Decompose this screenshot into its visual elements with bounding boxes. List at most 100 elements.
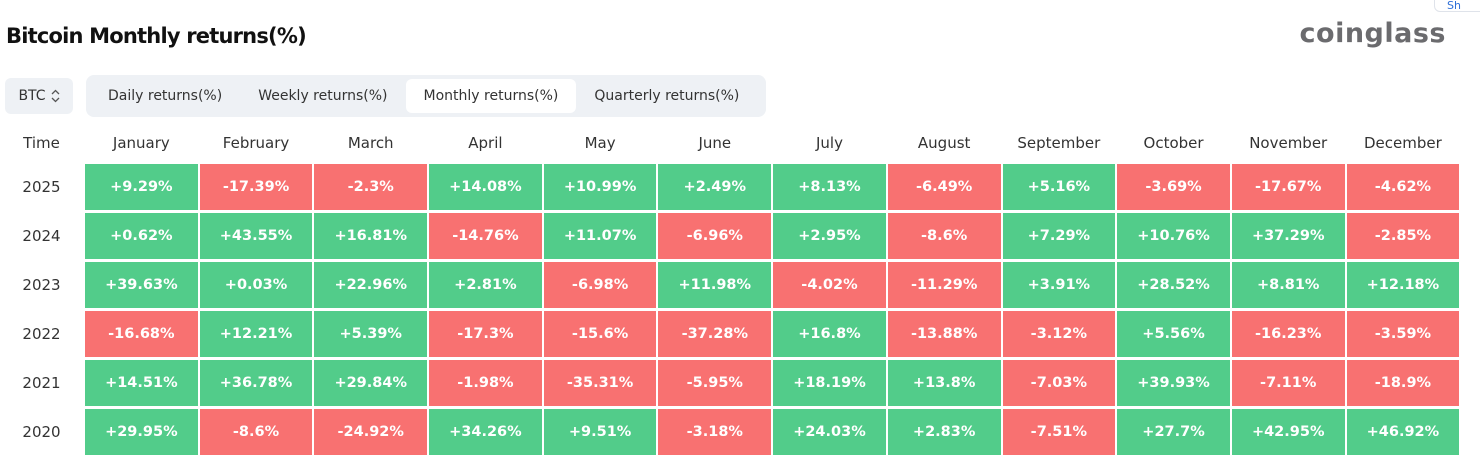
return-cell: -1.98% [429,360,542,406]
row-year: 2024 [22,227,61,245]
return-cell: +29.84% [314,360,428,406]
return-cell: +8.81% [1231,262,1345,308]
chevron-up-down-icon [51,89,60,103]
return-cell: +2.95% [773,213,886,259]
return-cell: -3.59% [1346,311,1460,357]
return-cell: -8.6% [199,409,313,455]
return-cell: +12.18% [1346,262,1460,308]
return-cell: +28.52% [1117,262,1230,308]
row-year: 2023 [22,276,61,294]
return-cell: +27.7% [1117,409,1230,455]
return-cell: +39.93% [1117,360,1230,406]
return-cell: -6.96% [658,213,772,259]
column-header: June [698,133,732,152]
return-cell: +0.62% [85,213,198,259]
return-cell: -4.02% [773,262,886,308]
return-cell: +12.21% [199,311,313,357]
return-cell: -24.92% [314,409,428,455]
column-header: January [112,133,170,152]
return-cell: +18.19% [773,360,886,406]
column-header: December [1364,133,1442,152]
column-header: November [1249,133,1328,152]
return-cell: -6.49% [887,164,1001,210]
return-cell: +29.95% [85,409,198,455]
coin-select-value: BTC [18,88,46,104]
return-cell: +24.03% [773,409,886,455]
return-cell: +16.81% [314,213,428,259]
return-cell: +14.51% [85,360,198,406]
return-cell: -4.62% [1346,164,1460,210]
row-year: 2022 [22,325,61,343]
return-cell: +14.08% [429,164,542,210]
coin-select[interactable]: BTC [5,78,73,114]
return-cell: -7.11% [1231,360,1345,406]
column-header: July [815,133,843,152]
return-cell: -5.95% [658,360,772,406]
return-cell: +3.91% [1002,262,1116,308]
column-header: October [1143,133,1204,152]
return-cell: -7.03% [1002,360,1116,406]
return-cell: +16.8% [773,311,886,357]
return-cell: -7.51% [1002,409,1116,455]
return-cell: -35.31% [543,360,657,406]
return-cell: +9.29% [85,164,198,210]
return-cell: +7.29% [1002,213,1116,259]
return-cell: -37.28% [658,311,772,357]
return-cell: -17.39% [199,164,313,210]
return-cell: +11.07% [543,213,657,259]
column-header: Time [23,133,60,152]
return-cell: -17.67% [1231,164,1345,210]
return-cell: +0.03% [199,262,313,308]
tab-daily-returns[interactable]: Daily returns(%) [108,88,223,104]
return-cell: +10.76% [1117,213,1230,259]
monthly-returns-table: Time January February March April May June July… [0,124,1460,455]
return-cell: +9.51% [543,409,657,455]
column-header: April [468,133,503,152]
row-year: 2020 [22,423,61,441]
return-cell: +22.96% [314,262,428,308]
return-cell: +42.95% [1231,409,1345,455]
return-cell: +11.98% [658,262,772,308]
share-button[interactable]: Sh [1434,0,1480,12]
return-cell: +5.56% [1117,311,1230,357]
return-cell: -2.3% [314,164,428,210]
return-cell: +5.16% [1002,164,1116,210]
tab-quarterly-returns[interactable]: Quarterly returns(%) [594,88,740,104]
return-cell: -14.76% [429,213,542,259]
return-cell: -3.12% [1002,311,1116,357]
return-cell: +43.55% [199,213,313,259]
column-header: August [917,133,971,152]
return-cell: -13.88% [887,311,1001,357]
column-header: February [222,133,290,152]
return-cell: -18.9% [1346,360,1460,406]
return-cell: -16.68% [85,311,198,357]
return-cell: -17.3% [429,311,542,357]
column-header: September [1017,133,1101,152]
column-header: March [347,133,394,152]
return-cell: -15.6% [543,311,657,357]
return-cell: -8.6% [887,213,1001,259]
column-header: May [584,133,616,152]
tab-weekly-returns[interactable]: Weekly returns(%) [258,88,388,104]
row-year: 2025 [22,178,61,196]
return-cell: +2.83% [887,409,1001,455]
return-cell: +37.29% [1231,213,1345,259]
return-cell: +10.99% [543,164,657,210]
return-cell: +13.8% [887,360,1001,406]
row-year: 2021 [22,374,61,392]
return-cell: -3.18% [658,409,772,455]
return-cell: +36.78% [199,360,313,406]
page-title: Bitcoin Monthly returns(%) [6,24,307,48]
return-cell: -16.23% [1231,311,1345,357]
return-cell: +2.81% [429,262,542,308]
return-cell: +46.92% [1346,409,1460,455]
returns-period-tabs: Daily returns(%) Weekly returns(%) Monthly… [86,75,766,117]
return-cell: +34.26% [429,409,542,455]
return-cell: -3.69% [1117,164,1230,210]
return-cell: -6.98% [543,262,657,308]
return-cell: +5.39% [314,311,428,357]
coinglass-logo: coinglass [1299,18,1446,49]
return-cell: -2.85% [1346,213,1460,259]
tab-monthly-returns[interactable]: Monthly returns(%) [405,79,577,113]
return-cell: +8.13% [773,164,886,210]
